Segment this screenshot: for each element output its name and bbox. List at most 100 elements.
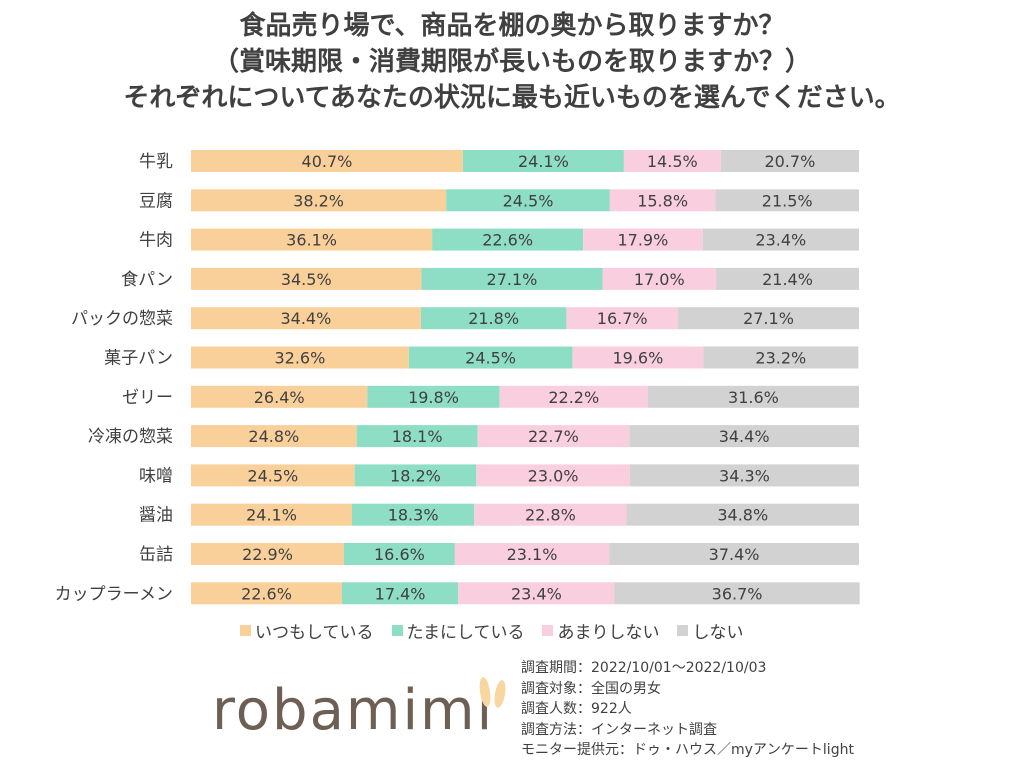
rabbit-ears-icon: [479, 677, 506, 708]
data-label-sometimes: 18.3%: [388, 506, 439, 525]
legend-swatch-always: [240, 624, 251, 636]
bar-segment-always: [191, 464, 355, 487]
bar-segment-rarely: [572, 346, 704, 369]
legend-item-always: いつもしている: [240, 618, 374, 643]
bar-segment-always: [191, 307, 421, 330]
data-label-rarely: 23.0%: [528, 466, 579, 485]
category-label: 醤油: [139, 506, 173, 526]
bar-segment-sometimes: [432, 228, 584, 251]
category-label: 味噌: [139, 466, 173, 486]
data-label-always: 38.2%: [293, 191, 344, 210]
bar-segment-rarely: [602, 267, 717, 290]
bar-segment-never: [716, 267, 859, 290]
legend-item-never: しない: [677, 618, 743, 643]
bar-segment-never: [715, 189, 859, 212]
survey-period: 調査期間：2022/10/01～2022/10/03: [521, 660, 767, 676]
data-label-never: 36.7%: [712, 584, 763, 603]
category-label: 菓子パン: [104, 349, 173, 369]
data-label-never: 23.4%: [755, 231, 806, 250]
data-label-sometimes: 19.8%: [408, 388, 459, 407]
data-label-sometimes: 21.8%: [468, 309, 519, 328]
data-label-sometimes: 24.5%: [503, 191, 554, 210]
bar-segment-rarely: [458, 582, 615, 605]
bar-segment-sometimes: [462, 150, 624, 172]
bar-segment-sometimes: [341, 582, 459, 605]
survey-target: 調査対象：全国の男女: [521, 680, 661, 697]
data-label-never: 34.4%: [719, 427, 770, 446]
survey-footnote: 調査期間：2022/10/01～2022/10/03 調査対象：全国の男女 調査…: [521, 658, 854, 761]
data-label-always: 24.1%: [246, 506, 297, 525]
bar-segment-rarely: [476, 464, 630, 487]
data-label-rarely: 22.7%: [528, 427, 579, 446]
legend-label-always: いつもしている: [255, 622, 374, 643]
data-label-sometimes: 16.6%: [374, 545, 425, 564]
data-label-rarely: 22.2%: [548, 388, 599, 407]
bar-segment-always: [191, 267, 422, 290]
robamimi-logo: robamimi: [212, 670, 512, 754]
data-label-never: 23.2%: [755, 349, 806, 368]
category-label: ゼリー: [122, 388, 173, 408]
category-label: 豆腐: [139, 191, 173, 211]
data-label-always: 40.7%: [302, 152, 353, 171]
bar-segment-always: [191, 582, 342, 605]
legend-item-rarely: あまりしない: [542, 618, 659, 643]
legend-label-sometimes: たまにしている: [406, 622, 525, 643]
data-label-rarely: 22.8%: [525, 506, 576, 525]
bar-segment-rarely: [609, 189, 716, 212]
bar-segment-rarely: [454, 543, 610, 565]
bar-segment-always: [191, 385, 368, 408]
category-label: 牛肉: [139, 231, 173, 251]
data-label-always: 32.6%: [274, 349, 325, 368]
data-label-never: 27.1%: [743, 309, 794, 328]
bar-segment-sometimes: [343, 543, 455, 565]
title-line-2: （賞味期限・消費期限が長いものを取りますか？）: [212, 47, 811, 77]
bar-segment-sometimes: [356, 425, 478, 448]
data-label-never: 37.4%: [709, 545, 760, 564]
data-label-never: 31.6%: [728, 388, 779, 407]
data-label-always: 24.8%: [248, 427, 299, 446]
data-label-always: 34.4%: [280, 309, 331, 328]
category-label: 食パン: [121, 270, 173, 290]
data-label-never: 21.5%: [762, 191, 813, 210]
survey-method: 調査方法：インターネット調査: [521, 721, 717, 738]
legend-swatch-sometimes: [391, 624, 403, 636]
data-label-rarely: 19.6%: [612, 349, 663, 368]
data-label-rarely: 17.9%: [617, 231, 668, 250]
legend-item-sometimes: たまにしている: [391, 618, 525, 643]
bar-segment-never: [720, 150, 859, 172]
bar-segment-never: [614, 582, 860, 605]
bar-segment-always: [191, 543, 344, 565]
bar-segment-always: [191, 503, 352, 526]
category-label: 牛乳: [139, 152, 173, 172]
data-label-sometimes: 17.4%: [375, 584, 426, 603]
bar-segment-never: [629, 425, 859, 448]
bar-segment-rarely: [499, 385, 648, 408]
bar-segment-rarely: [583, 228, 703, 251]
data-label-never: 20.7%: [764, 152, 815, 171]
data-label-never: 34.8%: [717, 506, 768, 525]
bar-segment-sometimes: [354, 464, 477, 487]
data-label-always: 34.5%: [281, 270, 332, 289]
bar-segment-sometimes: [420, 307, 567, 330]
bar-segment-never: [626, 503, 859, 526]
data-label-never: 34.3%: [719, 466, 770, 485]
survey-count: 調査人数：922人: [521, 701, 632, 718]
bar-segment-always: [191, 346, 409, 369]
data-label-rarely: 23.1%: [507, 545, 558, 564]
legend-swatch-never: [677, 624, 689, 636]
data-label-rarely: 14.5%: [647, 152, 698, 171]
category-label: パックの惣菜: [71, 309, 173, 329]
bar-segment-sometimes: [421, 267, 603, 290]
bar-segment-never: [677, 307, 859, 330]
legend: いつもしている たまにしている あまりしない しない: [240, 618, 743, 643]
data-label-always: 36.1%: [286, 231, 337, 250]
bar-segment-never: [629, 464, 859, 487]
data-label-sometimes: 18.2%: [390, 466, 441, 485]
bar-segment-sometimes: [351, 503, 475, 526]
category-label: カップラーメン: [55, 584, 173, 604]
data-label-always: 22.9%: [242, 545, 293, 564]
title-line-1: 食品売り場で、商品を棚の奥から取りますか？: [239, 11, 785, 41]
data-label-always: 24.5%: [247, 466, 298, 485]
data-label-sometimes: 24.1%: [518, 152, 569, 171]
